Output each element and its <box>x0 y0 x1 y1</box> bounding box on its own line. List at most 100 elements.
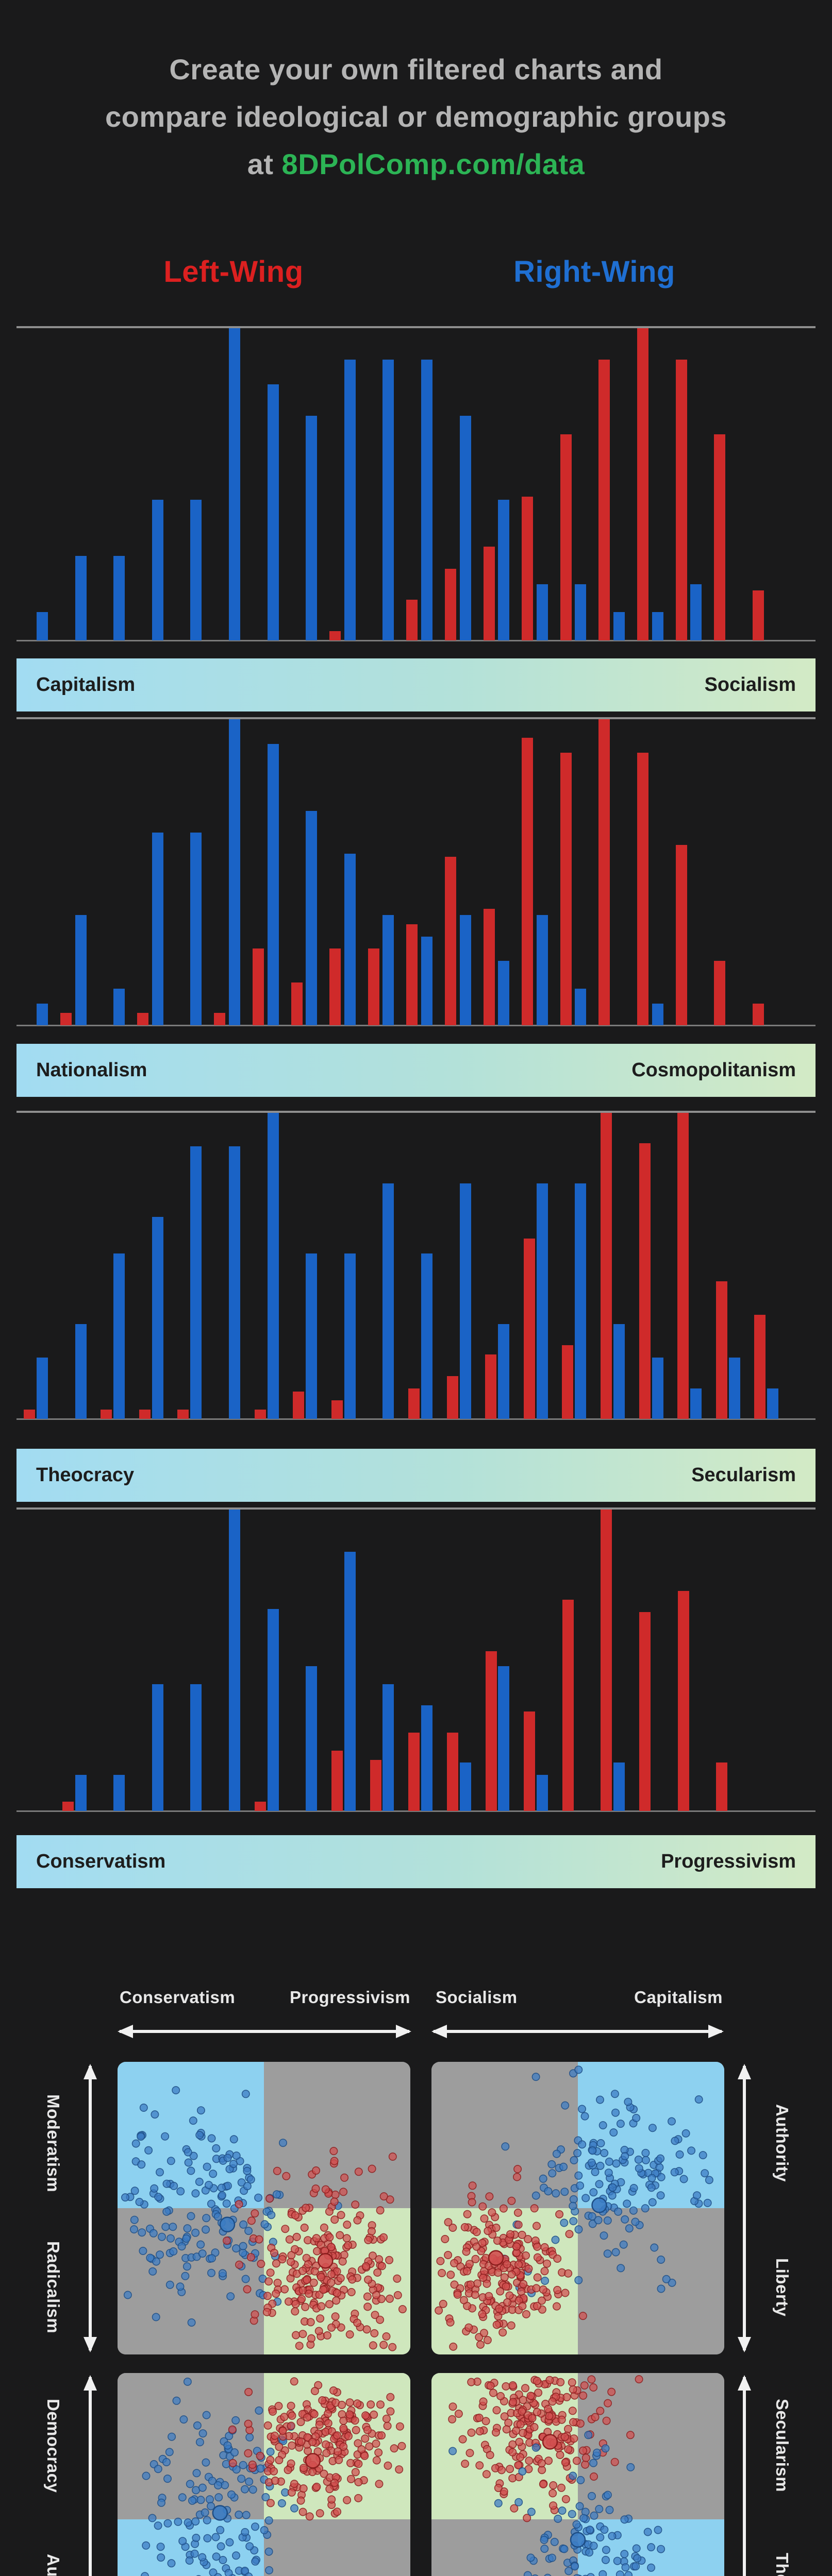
scatter1-y-top-label: Moderatism <box>44 2094 63 2193</box>
bar-red-bin-17 <box>714 434 726 640</box>
bar-blue-bin-19 <box>767 1388 779 1419</box>
scatter-points-layer <box>121 2086 407 2351</box>
axis-label-right: Progressivism <box>661 1851 796 1872</box>
bar-red-bin-2 <box>137 1013 149 1025</box>
scatter1-x-left-label: Conservatism <box>120 1988 236 2007</box>
bar-blue-bin-2 <box>113 556 125 640</box>
bar-blue-bin-3 <box>152 833 163 1025</box>
bar-blue-bin-3 <box>152 1217 163 1419</box>
page-title: Create your own filtered charts and comp… <box>0 46 832 188</box>
bar-blue-bin-1 <box>75 1775 87 1811</box>
bar-blue-bin-3 <box>152 500 163 640</box>
bar-red-bin-18 <box>715 1281 727 1419</box>
bar-chart-theocracy-secularism <box>0 1111 832 1420</box>
bar-red-bin-15 <box>637 753 648 1025</box>
title-line-3-prefix: at <box>247 148 282 180</box>
bar-blue-bin-4 <box>190 1146 202 1419</box>
mean-dot-blue <box>591 2197 607 2213</box>
bar-blue-bin-4 <box>190 833 202 1025</box>
bar-red-bin-3 <box>139 1410 151 1419</box>
axis-label-left: Theocracy <box>36 1464 135 1486</box>
bar-blue-bin-16 <box>652 612 663 640</box>
scatter-plot-socialism-capitalism <box>431 2062 724 2354</box>
bar-blue-bin-3 <box>152 1684 163 1811</box>
bar-red-bin-13 <box>560 753 572 1025</box>
bar-blue-bin-13 <box>536 1775 548 1811</box>
bar-blue-bin-1 <box>75 915 87 1025</box>
mean-dot-blue <box>219 2216 236 2233</box>
bar-red-bin-9 <box>406 924 418 1025</box>
bar-red-bin-7 <box>329 631 341 640</box>
bar-blue-bin-6 <box>267 744 279 1025</box>
axis-line-bottom <box>16 1810 816 1812</box>
bar-blue-bin-12 <box>498 500 510 640</box>
bar-red-bin-6 <box>254 1410 266 1419</box>
mean-dot-red <box>542 2434 558 2450</box>
bar-blue-bin-10 <box>421 360 432 640</box>
bar-blue-bin-7 <box>306 1253 318 1419</box>
bar-red-bin-5 <box>255 1802 266 1811</box>
bar-blue-bin-11 <box>459 416 471 640</box>
scatter-plot-conservatism-progressivism <box>118 2062 410 2354</box>
bar-red-bin-12 <box>522 497 534 640</box>
scatter-points-layer <box>435 2065 713 2351</box>
bar-red-bin-15 <box>637 328 648 640</box>
bar-red-bin-8 <box>331 1400 343 1419</box>
bar-blue-bin-7 <box>306 1666 318 1811</box>
bar-red-bin-16 <box>639 1143 651 1419</box>
scatter-points-layer <box>141 2377 406 2576</box>
bar-red-bin-9 <box>408 1733 420 1811</box>
bar-red-bin-16 <box>675 845 687 1025</box>
bar-blue-bin-9 <box>382 1183 394 1419</box>
bar-blue-bin-10 <box>421 1705 432 1811</box>
bar-red-bin-14 <box>598 719 610 1025</box>
bar-red-bin-0 <box>62 1802 74 1811</box>
axis-label-bar-nationalism-cosmopolitanism: Nationalism Cosmopolitanism <box>16 1044 816 1097</box>
bar-red-bin-17 <box>677 1113 689 1419</box>
mean-dot-red <box>318 2252 334 2269</box>
bar-blue-bin-2 <box>113 1775 125 1811</box>
bar-blue-bin-16 <box>652 1358 663 1419</box>
bar-red-bin-4 <box>177 1410 189 1419</box>
bar-red-bin-9 <box>406 600 418 640</box>
bar-red-bin-0 <box>24 1410 35 1419</box>
axis-label-right: Socialism <box>704 674 796 696</box>
bar-blue-bin-10 <box>421 1253 432 1419</box>
bar-blue-bin-5 <box>229 719 240 1025</box>
bar-blue-bin-18 <box>728 1358 740 1419</box>
bar-blue-bin-8 <box>344 854 356 1025</box>
axis-line-top <box>16 717 816 719</box>
bar-red-bin-15 <box>639 1612 651 1811</box>
bar-blue-bin-17 <box>690 584 702 640</box>
bar-red-bin-16 <box>675 360 687 640</box>
data-url-link[interactable]: 8DPolComp.com/data <box>281 148 585 180</box>
bar-red-bin-11 <box>446 1376 458 1419</box>
bar-blue-bin-17 <box>690 1388 702 1419</box>
axis-label-right: Cosmopolitanism <box>631 1059 796 1081</box>
bar-blue-bin-9 <box>382 360 394 640</box>
scatter2-x-left-label: Socialism <box>436 1988 518 2007</box>
bar-red-bin-14 <box>598 360 610 640</box>
bar-blue-bin-12 <box>498 1324 510 1419</box>
bar-chart-nationalism-cosmopolitanism <box>0 717 832 1026</box>
bar-red-bin-10 <box>408 1388 420 1419</box>
bar-chart-conservatism-progressivism <box>0 1507 832 1812</box>
title-line-3: at 8DPolComp.com/data <box>0 141 832 188</box>
bar-blue-bin-7 <box>306 416 318 640</box>
bar-blue-bin-9 <box>382 915 394 1025</box>
title-line-2: compare ideological or demographic group… <box>105 100 727 133</box>
bar-blue-bin-10 <box>421 937 432 1025</box>
bar-blue-bin-2 <box>113 1253 125 1419</box>
axis-label-right: Secularism <box>691 1464 796 1486</box>
axis-line-top <box>16 1507 816 1510</box>
quadrant-br-gray <box>264 2519 410 2576</box>
bar-blue-bin-4 <box>190 500 202 640</box>
bar-blue-bin-11 <box>459 915 471 1025</box>
bar-red-bin-18 <box>752 590 764 640</box>
bar-red-bin-16 <box>677 1591 689 1811</box>
quadrant-tl-gray <box>118 2373 264 2519</box>
bar-red-bin-13 <box>560 434 572 640</box>
axis-line-bottom <box>16 640 816 641</box>
bar-red-bin-7 <box>331 1751 343 1811</box>
axis-label-left: Capitalism <box>36 674 136 696</box>
